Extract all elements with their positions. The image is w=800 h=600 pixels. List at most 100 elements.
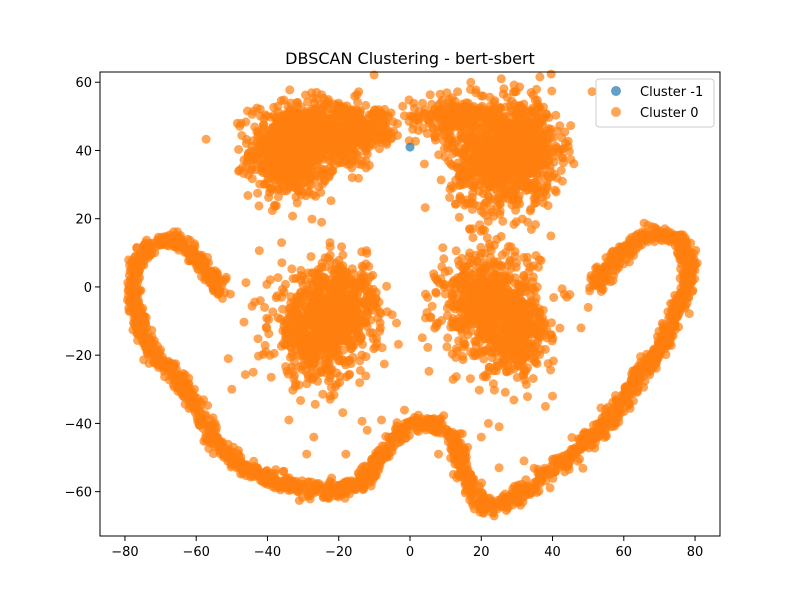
cluster-0-point (550, 185, 560, 195)
cluster-0-point (335, 371, 345, 381)
cluster-0-point (442, 342, 452, 352)
cluster-0-point (453, 87, 463, 97)
cluster-0-point (480, 248, 490, 258)
cluster-0-point (243, 191, 253, 200)
cluster-0-point (420, 203, 430, 213)
cluster-0-point (502, 305, 511, 315)
cluster-0-point (324, 114, 334, 123)
cluster-0-point (316, 340, 326, 350)
cluster-0-point (369, 70, 379, 80)
cluster-0-point (306, 252, 316, 262)
cluster-0-point (262, 111, 272, 121)
cluster-0-point (357, 115, 367, 125)
cluster-0-point (331, 258, 341, 268)
cluster-0-point (265, 275, 275, 285)
cluster-0-point (264, 148, 274, 158)
cluster-0-point (264, 193, 274, 202)
cluster-0-point (530, 177, 540, 187)
cluster-0-point (438, 243, 448, 253)
cluster-0-point (288, 274, 298, 284)
cluster-0-point (436, 98, 445, 108)
cluster-0-point (552, 173, 562, 183)
cluster-0-point (318, 166, 328, 176)
cluster-0-point (359, 270, 369, 280)
cluster-0-point (435, 278, 444, 288)
cluster-0-point (489, 166, 499, 176)
cluster-0-point (483, 281, 493, 290)
cluster-0-point (273, 313, 283, 323)
cluster-0-point (519, 270, 529, 280)
cluster-0-point (478, 104, 488, 114)
cluster-0-point (288, 211, 298, 221)
cluster-0-point (357, 416, 367, 426)
cluster-0-point (327, 130, 337, 140)
cluster-0-point (266, 372, 276, 382)
cluster-0-point (243, 152, 253, 162)
cluster-0-point (284, 177, 294, 187)
cluster-0-point (325, 238, 335, 248)
cluster-0-point (465, 127, 475, 137)
cluster-0-point (549, 293, 559, 302)
cluster-0-point (349, 304, 359, 314)
cluster-0-point (419, 159, 429, 169)
cluster-0-point (241, 278, 251, 288)
cluster-0-point (307, 104, 317, 114)
cluster-0-point (276, 96, 286, 106)
cluster-0-point (392, 318, 401, 328)
cluster-0-point (464, 198, 474, 208)
cluster-0-point (417, 333, 427, 343)
cluster-0-point (480, 321, 490, 331)
cluster-0-point (354, 87, 364, 97)
cluster-0-point (459, 180, 469, 189)
cluster-0-point (486, 204, 496, 214)
cluster-0-point (267, 124, 277, 134)
cluster-0-point (382, 281, 392, 291)
cluster-0-point (253, 188, 263, 198)
cluster-0-point (359, 299, 369, 309)
cluster-0-point (300, 302, 310, 312)
cluster-0-point (528, 272, 538, 282)
cluster-0-point (276, 341, 286, 351)
cluster-0-point (296, 396, 306, 405)
cluster-0-point (294, 155, 304, 165)
cluster-0-point (362, 248, 372, 258)
cluster-0-point (305, 136, 315, 146)
cluster-0-point (337, 242, 347, 252)
cluster-0-point (492, 234, 502, 244)
cluster-0-point (317, 217, 327, 227)
cluster-0-point (489, 313, 499, 323)
cluster-0-point (569, 159, 579, 169)
points-layer (123, 69, 702, 521)
cluster-0-point (546, 231, 556, 241)
cluster-0-point (480, 225, 489, 235)
cluster-0-point (422, 128, 432, 138)
cluster-0-point (307, 147, 317, 157)
cluster-0-point (553, 126, 562, 136)
cluster-0-point (292, 98, 302, 108)
cluster-0-point (542, 146, 552, 156)
cluster-0-point (453, 256, 463, 266)
cluster-0-point (466, 77, 476, 87)
cluster-0-point (423, 293, 433, 302)
cluster-0-point (301, 90, 310, 100)
cluster-0-point (273, 192, 283, 202)
cluster-0-point (275, 133, 285, 143)
cluster-0-point (276, 178, 286, 188)
cluster-0-point (364, 119, 374, 129)
cluster-0-point (289, 161, 299, 171)
cluster-0-point (364, 284, 374, 294)
cluster-0-point (267, 183, 277, 193)
cluster-0-point (285, 138, 295, 148)
cluster-0-point (495, 102, 505, 112)
cluster-0-point (292, 198, 302, 208)
cluster-0-point (454, 212, 464, 222)
cluster-0-point (518, 363, 528, 373)
cluster-0-point (289, 147, 299, 157)
cluster-0-point (556, 166, 566, 175)
cluster-0-point (486, 178, 496, 187)
cluster-0-point (315, 142, 324, 151)
cluster-0-point (454, 314, 464, 323)
cluster-0-point (310, 399, 320, 409)
cluster-0-point (370, 111, 380, 121)
